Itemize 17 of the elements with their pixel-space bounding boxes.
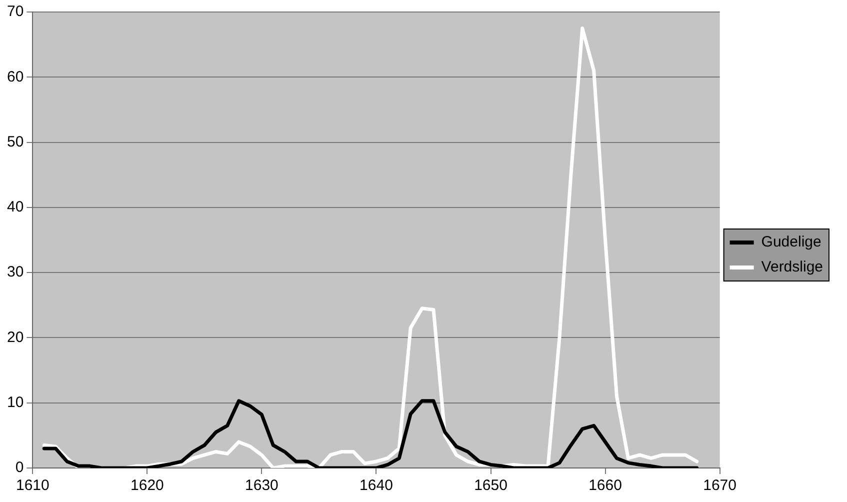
y-tick-label: 0 — [15, 459, 24, 476]
y-tick-label: 50 — [6, 133, 24, 150]
legend-label: Verdslige — [761, 258, 824, 276]
y-tick-label: 10 — [6, 394, 24, 411]
x-tick-label: 1620 — [130, 477, 164, 494]
x-tick-label: 1650 — [474, 477, 508, 494]
x-tick-label: 1640 — [360, 477, 393, 494]
x-tick-label: 1610 — [16, 477, 50, 494]
x-tick-label: 1670 — [703, 477, 736, 494]
y-tick-label: 70 — [6, 3, 24, 20]
y-tick-label: 20 — [6, 328, 24, 346]
y-tick-label: 60 — [6, 68, 24, 86]
x-tick-label: 1630 — [245, 477, 278, 494]
y-tick-label: 30 — [6, 264, 24, 281]
y-tick-label: 40 — [6, 198, 24, 216]
legend-label: Gudelige — [761, 234, 822, 251]
x-tick-label: 1660 — [588, 477, 622, 494]
